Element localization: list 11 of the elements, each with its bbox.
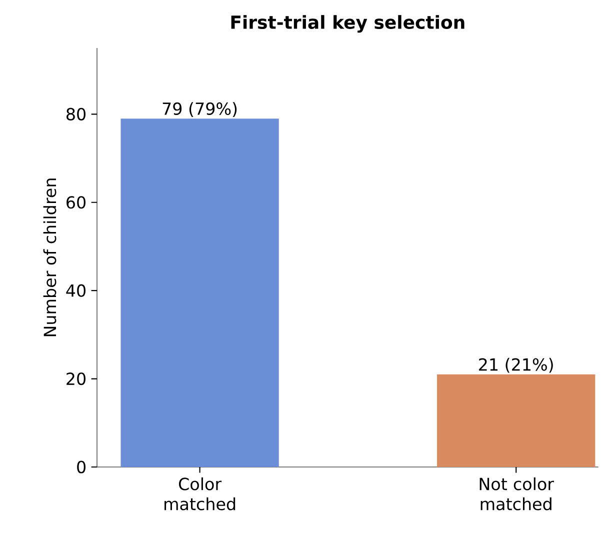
y-tick-label: 40 — [66, 284, 86, 297]
x-tick-label: Not color matched — [480, 477, 554, 510]
y-tick-label: 0 — [77, 460, 86, 474]
x-tick-label: Color matched — [164, 477, 236, 510]
y-tick-label: 20 — [66, 372, 86, 386]
data-label: 21 (21%) — [479, 358, 553, 373]
data-label: 79 (79%) — [162, 102, 237, 117]
chart-title: First-trial key selection — [231, 15, 464, 33]
y-tick-label: 80 — [66, 108, 86, 120]
y-tick-label: 60 — [66, 196, 86, 209]
y-axis-title: Number of children — [43, 178, 56, 336]
